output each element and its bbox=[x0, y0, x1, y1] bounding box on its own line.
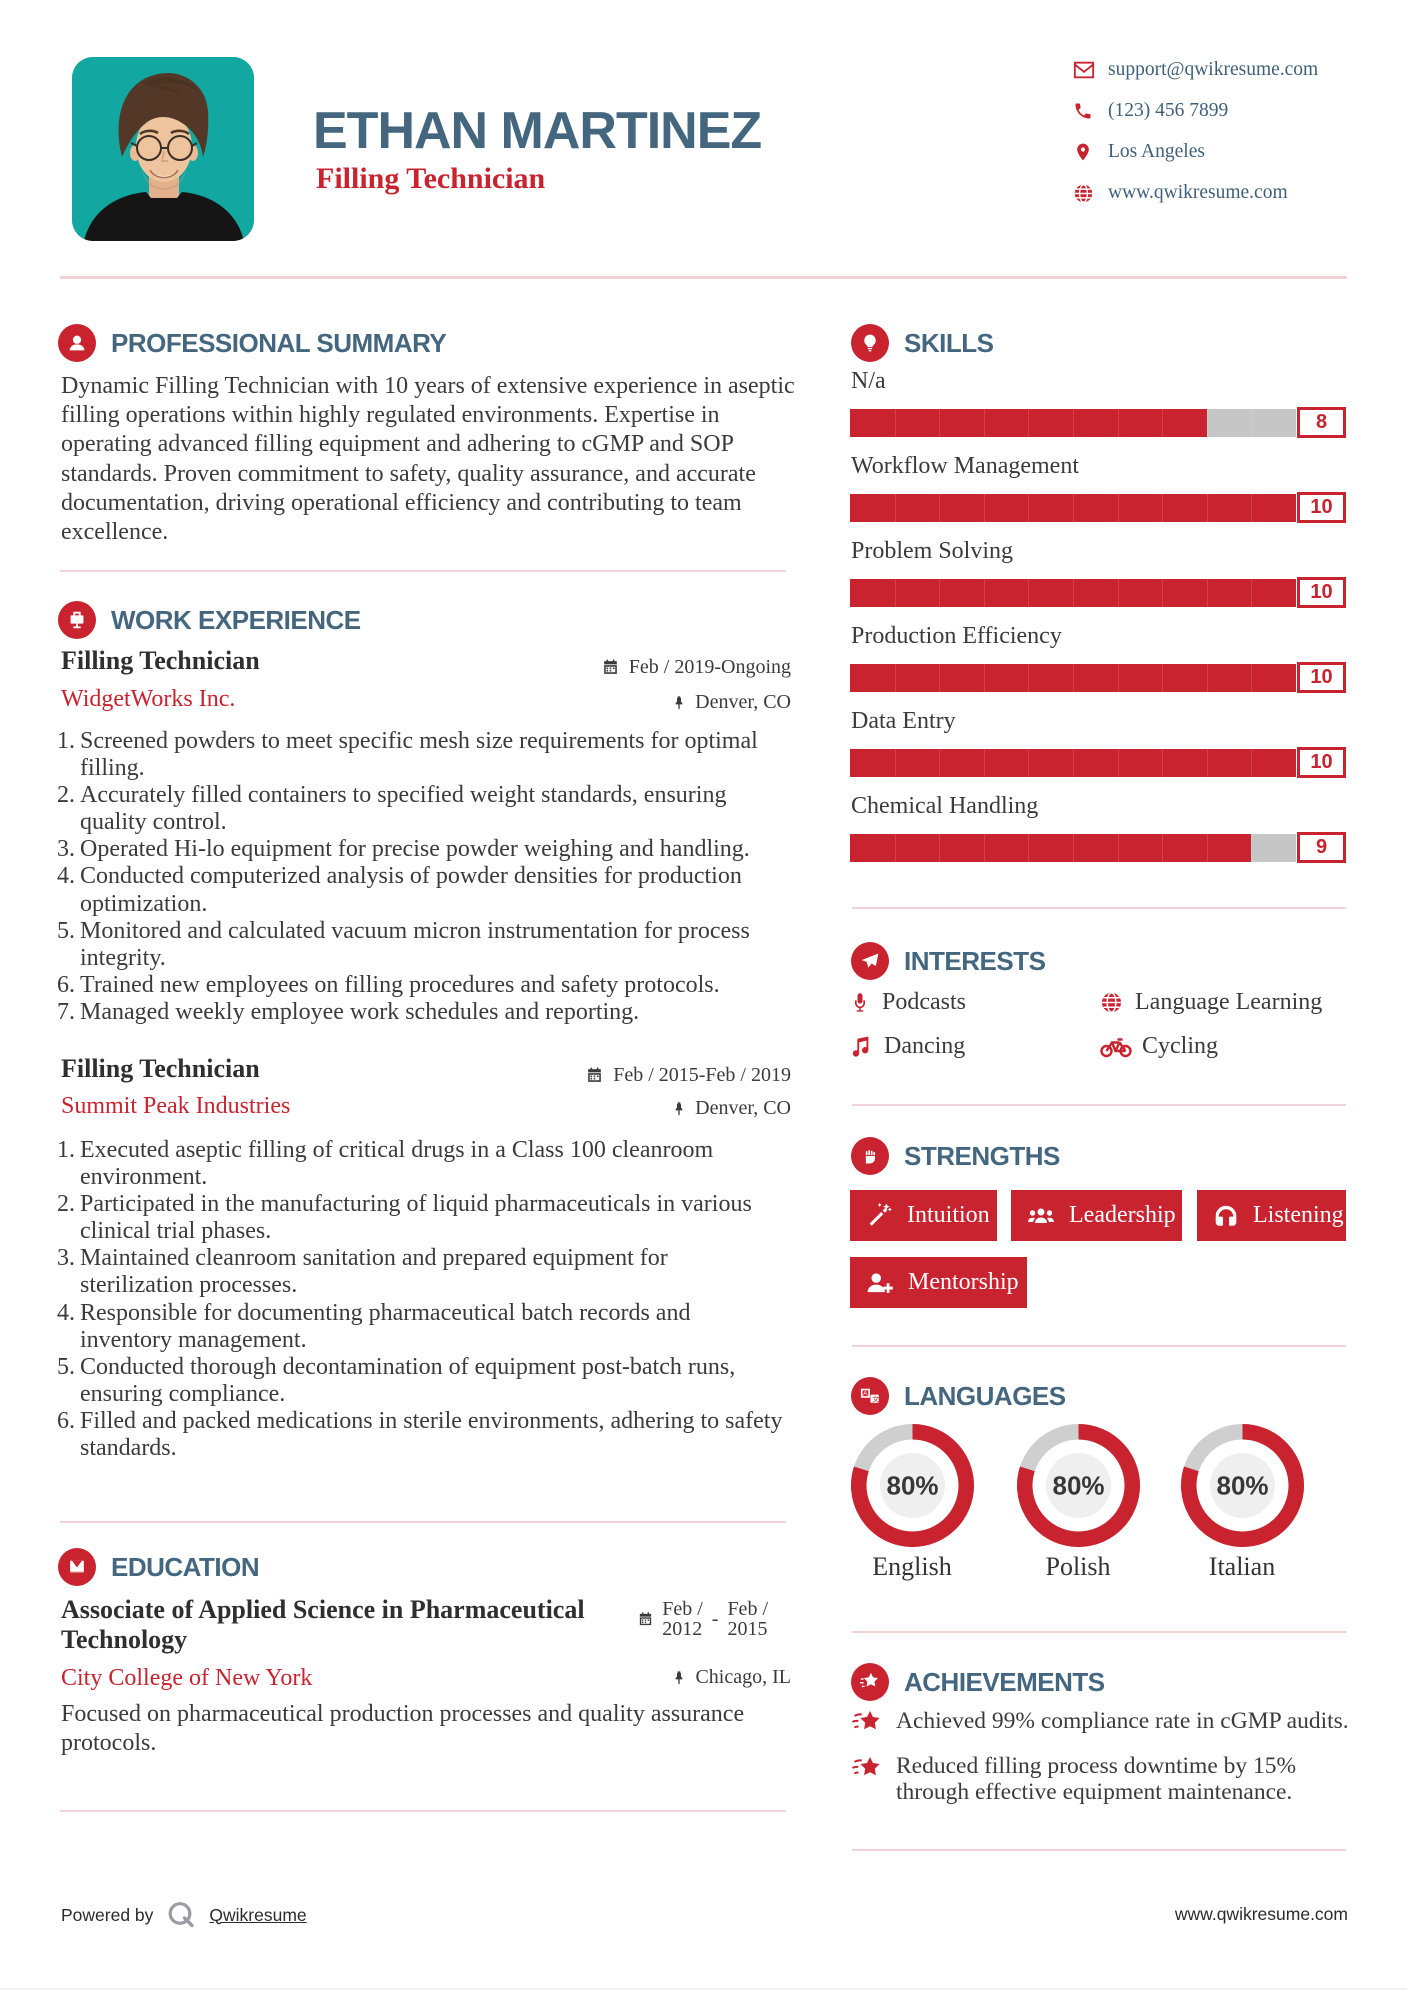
svg-text:文: 文 bbox=[872, 1395, 879, 1404]
svg-text:80%: 80% bbox=[1052, 1470, 1104, 1500]
svg-text:80%: 80% bbox=[886, 1470, 938, 1500]
svg-text:A: A bbox=[863, 1391, 868, 1398]
svg-text:80%: 80% bbox=[1216, 1470, 1268, 1500]
